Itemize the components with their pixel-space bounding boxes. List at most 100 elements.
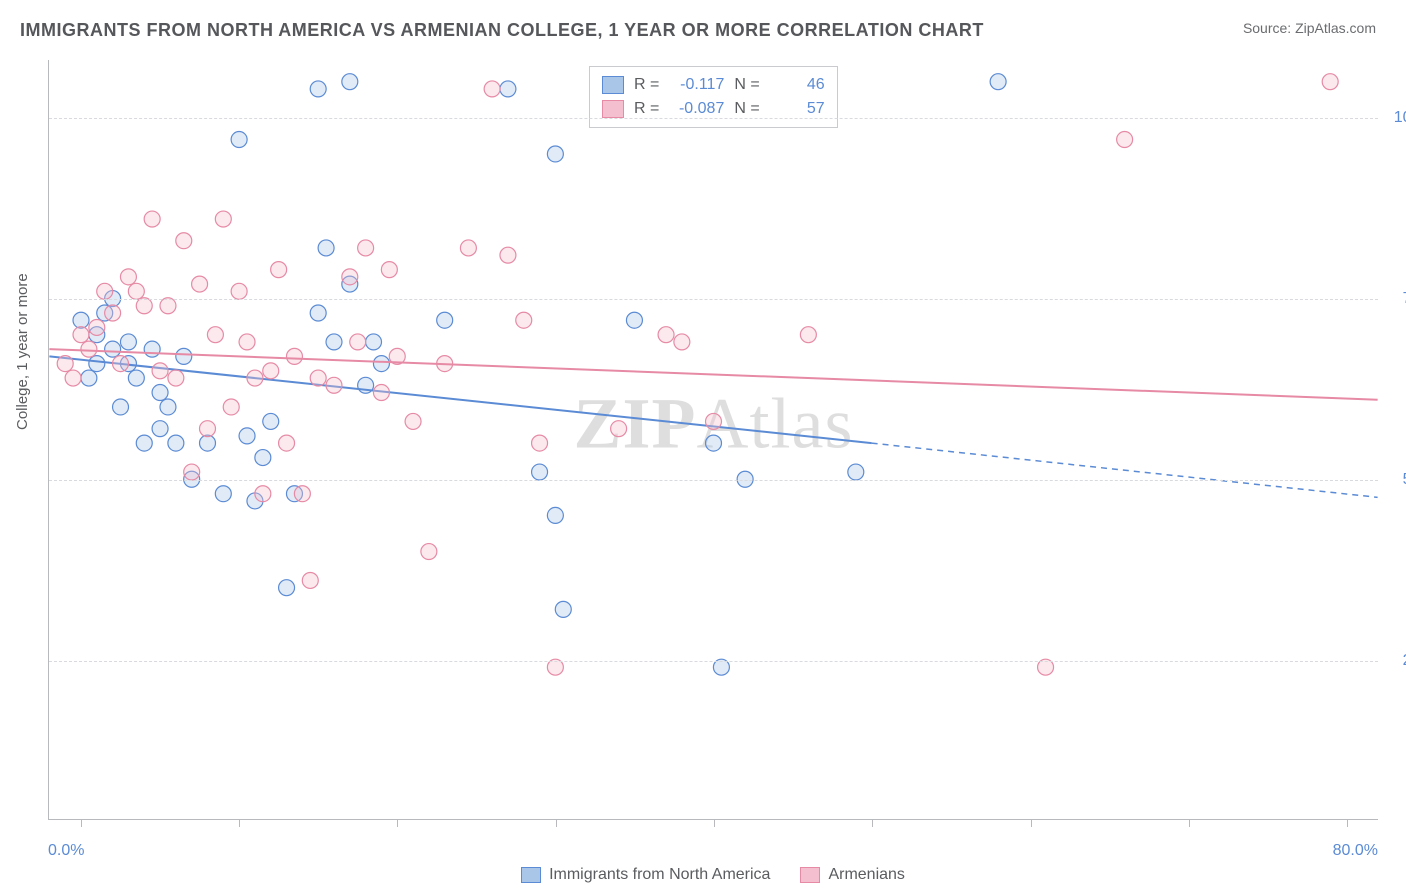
x-tick [1347,819,1348,827]
data-point [342,74,358,90]
data-point [500,81,516,97]
chart-svg [49,60,1378,819]
data-point [350,334,366,350]
data-point [81,341,97,357]
data-point [358,240,374,256]
data-point [152,363,168,379]
data-point [437,312,453,328]
x-tick [239,819,240,827]
legend-series: Immigrants from North America Armenians [48,866,1378,884]
data-point [247,370,263,386]
data-point [674,334,690,350]
data-point [215,211,231,227]
data-point [168,435,184,451]
data-point [532,464,548,480]
data-point [318,240,334,256]
x-tick [1031,819,1032,827]
data-point [57,356,73,372]
data-point [626,312,642,328]
trend-line [49,356,871,443]
data-point [223,399,239,415]
data-point [326,377,342,393]
data-point [200,435,216,451]
gridline [49,299,1378,300]
legend-n-label: N = [734,76,759,94]
data-point [1322,74,1338,90]
x-axis-min-label: 0.0% [48,842,84,860]
data-point [381,262,397,278]
data-point [286,348,302,364]
data-point [279,580,295,596]
data-point [105,341,121,357]
x-tick [872,819,873,827]
gridline [49,661,1378,662]
legend-r-value: -0.117 [669,76,724,94]
data-point [152,385,168,401]
legend-r-label: R = [634,76,659,94]
chart-header: IMMIGRANTS FROM NORTH AMERICA VS ARMENIA… [0,0,1406,51]
data-point [279,435,295,451]
data-point [658,327,674,343]
data-point [342,269,358,285]
data-point [136,298,152,314]
data-point [555,601,571,617]
data-point [120,269,136,285]
data-point [310,305,326,321]
data-point [176,348,192,364]
data-point [532,435,548,451]
data-point [547,507,563,523]
legend-item: Immigrants from North America [521,866,770,884]
data-point [706,435,722,451]
data-point [263,413,279,429]
legend-n-value: 46 [770,76,825,94]
data-point [547,146,563,162]
legend-swatch [602,76,624,94]
data-point [215,486,231,502]
data-point [73,312,89,328]
trend-line-extrapolated [872,443,1378,497]
data-point [255,450,271,466]
gridline [49,480,1378,481]
x-tick [81,819,82,827]
data-point [373,385,389,401]
data-point [128,370,144,386]
data-point [373,356,389,372]
data-point [239,334,255,350]
data-point [200,421,216,437]
data-point [89,356,105,372]
legend-item: Armenians [800,866,904,884]
legend-row: R = -0.117 N = 46 [602,73,825,97]
data-point [310,81,326,97]
data-point [120,334,136,350]
data-point [184,464,200,480]
data-point [706,413,722,429]
data-point [231,132,247,148]
legend-swatch [521,867,541,883]
data-point [990,74,1006,90]
legend-r-value: -0.087 [669,100,724,118]
data-point [176,233,192,249]
data-point [800,327,816,343]
data-point [113,356,129,372]
data-point [73,327,89,343]
chart-plot-area: ZIPAtlas R =-0.117N =46R =-0.087N =57 25… [48,60,1378,820]
data-point [263,363,279,379]
y-tick-label: 25.0% [1388,652,1406,670]
data-point [460,240,476,256]
x-tick [714,819,715,827]
data-point [144,211,160,227]
x-tick [397,819,398,827]
x-tick [1189,819,1190,827]
chart-title: IMMIGRANTS FROM NORTH AMERICA VS ARMENIA… [20,20,984,41]
x-tick [556,819,557,827]
data-point [207,327,223,343]
data-point [848,464,864,480]
y-tick-label: 100.0% [1388,109,1406,127]
data-point [516,312,532,328]
data-point [136,435,152,451]
gridline [49,118,1378,119]
data-point [65,370,81,386]
data-point [326,334,342,350]
data-point [255,486,271,502]
y-tick-label: 75.0% [1388,290,1406,308]
